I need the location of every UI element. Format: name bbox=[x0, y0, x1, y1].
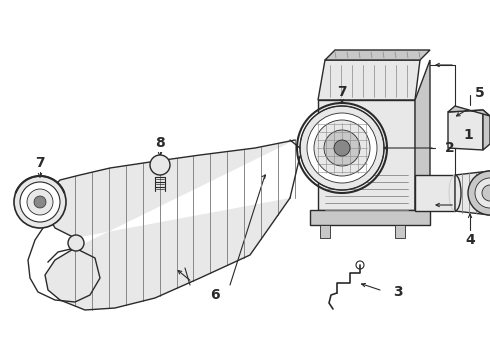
Text: 2: 2 bbox=[445, 141, 455, 155]
Polygon shape bbox=[415, 175, 455, 211]
Circle shape bbox=[34, 196, 46, 208]
Circle shape bbox=[475, 178, 490, 208]
Text: 4: 4 bbox=[465, 233, 475, 247]
Text: 8: 8 bbox=[155, 136, 165, 150]
Text: 3: 3 bbox=[393, 285, 403, 299]
Polygon shape bbox=[310, 210, 430, 225]
Text: 7: 7 bbox=[337, 85, 347, 99]
Polygon shape bbox=[325, 50, 430, 60]
Polygon shape bbox=[395, 225, 405, 238]
Circle shape bbox=[14, 176, 66, 228]
Polygon shape bbox=[483, 110, 490, 150]
Circle shape bbox=[314, 120, 370, 176]
Circle shape bbox=[468, 171, 490, 215]
Circle shape bbox=[27, 189, 53, 215]
Polygon shape bbox=[45, 140, 295, 310]
Polygon shape bbox=[448, 106, 490, 116]
Polygon shape bbox=[318, 100, 415, 210]
Polygon shape bbox=[415, 60, 430, 210]
Polygon shape bbox=[455, 171, 490, 215]
Polygon shape bbox=[318, 60, 420, 100]
Circle shape bbox=[482, 185, 490, 201]
Circle shape bbox=[68, 235, 84, 251]
Circle shape bbox=[334, 140, 350, 156]
Circle shape bbox=[324, 130, 360, 166]
Text: 6: 6 bbox=[210, 288, 220, 302]
Polygon shape bbox=[320, 225, 330, 238]
Circle shape bbox=[307, 113, 377, 183]
Text: 7: 7 bbox=[35, 156, 45, 170]
Circle shape bbox=[150, 155, 170, 175]
Circle shape bbox=[20, 182, 60, 222]
Text: 5: 5 bbox=[475, 86, 485, 100]
Text: 1: 1 bbox=[463, 128, 473, 142]
Circle shape bbox=[300, 106, 384, 190]
Polygon shape bbox=[448, 110, 483, 150]
